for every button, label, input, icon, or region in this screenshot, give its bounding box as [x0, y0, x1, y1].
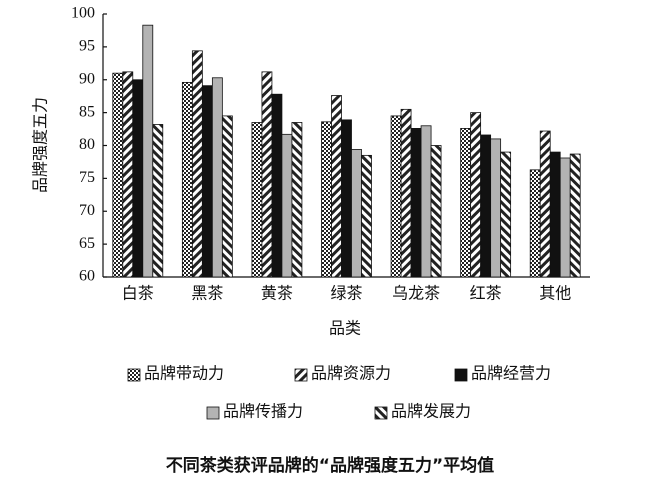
y-tick-label: 85	[79, 103, 95, 120]
bar	[400, 108, 412, 278]
legend-label: 品牌发展力	[391, 403, 471, 421]
x-tick-label: 绿茶	[330, 285, 362, 303]
bar	[132, 79, 144, 278]
legend-swatch	[374, 406, 388, 420]
bar	[181, 81, 193, 278]
x-tick-label: 黑茶	[191, 285, 223, 303]
y-tick-label: 95	[79, 38, 95, 55]
y-tick-label: 60	[79, 268, 95, 285]
y-axis-label: 品牌强度五力	[32, 97, 50, 193]
legend-swatch	[294, 368, 308, 382]
bar	[291, 122, 303, 278]
bar	[201, 85, 213, 278]
bar	[420, 125, 432, 278]
bar	[361, 154, 372, 278]
legend-swatch	[454, 368, 468, 382]
x-tick-label: 红茶	[470, 285, 502, 303]
bar	[331, 95, 342, 278]
x-axis-label: 品类	[329, 320, 361, 338]
y-tick-label: 80	[79, 136, 95, 153]
bar	[470, 112, 482, 278]
bar	[390, 115, 402, 278]
bar	[261, 71, 273, 278]
bar	[211, 77, 223, 278]
y-tick-label: 70	[79, 202, 95, 219]
bar	[410, 128, 422, 278]
bar	[321, 121, 332, 278]
bar	[251, 122, 263, 278]
y-tick-label: 100	[71, 5, 95, 22]
x-tick-label: 白茶	[122, 285, 154, 303]
legend-label: 品牌传播力	[223, 403, 303, 421]
bar	[341, 119, 352, 278]
bar	[480, 134, 492, 278]
bar	[460, 128, 472, 278]
legend-swatch	[127, 368, 141, 382]
legend-label: 品牌资源力	[311, 365, 391, 383]
chart-title: 不同茶类获评品牌的“品牌强度五力”平均值	[166, 455, 494, 476]
bar	[142, 24, 154, 278]
legend-label: 品牌带动力	[144, 365, 224, 383]
y-tick-label: 90	[79, 70, 95, 87]
bar	[430, 145, 442, 278]
bar	[490, 138, 502, 278]
y-tick-label: 75	[79, 169, 95, 186]
bar	[569, 153, 581, 278]
bar	[221, 115, 233, 278]
bar	[191, 50, 203, 278]
bar	[351, 149, 362, 278]
bar	[559, 157, 571, 278]
bar	[529, 169, 541, 278]
bar	[539, 130, 551, 278]
x-tick-label: 乌龙茶	[392, 285, 440, 303]
legend-swatch	[206, 406, 220, 420]
x-tick-label: 其他	[539, 285, 571, 303]
bar	[122, 71, 134, 278]
bar	[281, 133, 293, 278]
bar	[500, 151, 512, 278]
bar	[112, 72, 124, 278]
x-tick-label: 黄茶	[261, 285, 293, 303]
legend-label: 品牌经营力	[471, 365, 551, 383]
bar	[549, 151, 561, 278]
bar	[271, 93, 283, 278]
y-tick-label: 65	[79, 235, 95, 252]
bar	[152, 124, 164, 278]
